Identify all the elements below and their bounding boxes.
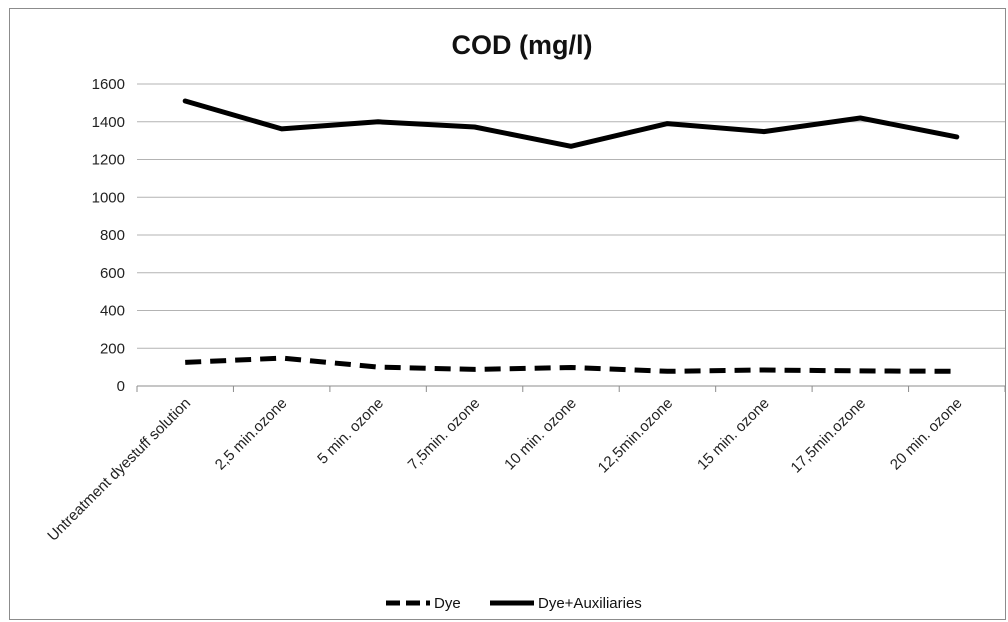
x-tick-label: 7,5min. ozone <box>405 395 484 474</box>
y-tick-label: 1200 <box>92 152 125 169</box>
y-tick-label: 0 <box>117 378 125 395</box>
x-tick-label: 20 min. ozone <box>887 395 966 474</box>
y-tick-label: 1000 <box>92 189 125 206</box>
legend-label: Dye <box>434 595 461 612</box>
chart-title: COD (mg/l) <box>452 30 593 60</box>
y-tick-label: 200 <box>100 340 125 357</box>
legend-label: Dye+Auxiliaries <box>538 595 642 612</box>
chart-frame <box>9 8 1006 620</box>
y-tick-label: 600 <box>100 265 125 282</box>
x-tick-label: 10 min. ozone <box>501 395 580 474</box>
y-tick-label: 400 <box>100 303 125 320</box>
y-tick-label: 800 <box>100 227 125 244</box>
x-tick-label: 2,5 min.ozone <box>212 395 291 474</box>
x-tick-label: 5 min. ozone <box>314 395 387 468</box>
grid-layer <box>137 83 1005 349</box>
x-tick-label: 15 min. ozone <box>694 395 773 474</box>
series-line-dye-auxiliaries <box>182 98 960 149</box>
y-tick-label: 1400 <box>92 114 125 131</box>
x-tick-label: 17,5min.ozone <box>788 395 870 477</box>
x-tick-label: 12,5min.ozone <box>595 395 677 477</box>
series-line-dye <box>185 355 957 374</box>
y-tick-label: 1600 <box>92 76 125 93</box>
x-tick-label: Untreatment dyestuff solution <box>44 395 194 545</box>
legend: Dye Dye+Auxiliaries <box>386 595 642 612</box>
series-layer <box>182 98 960 374</box>
